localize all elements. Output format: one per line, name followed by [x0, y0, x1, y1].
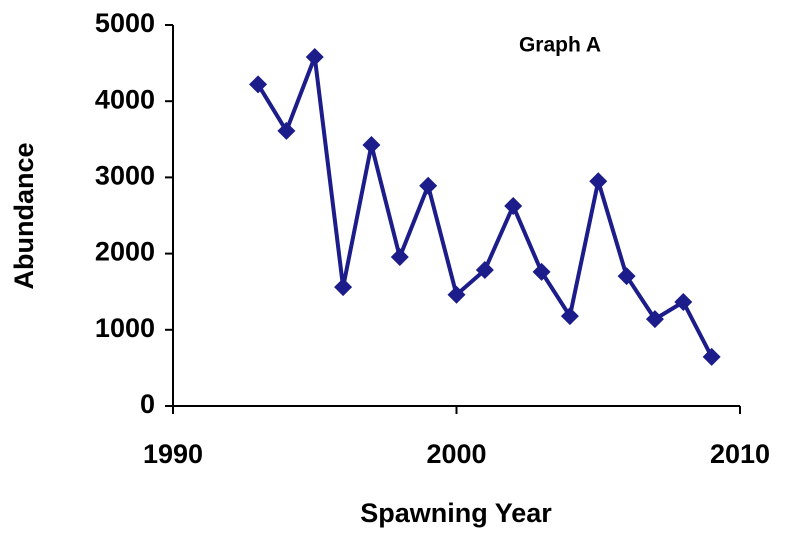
marker: [532, 262, 551, 281]
marker: [617, 267, 636, 286]
marker: [419, 176, 438, 195]
marker: [447, 285, 466, 304]
y-tick-label: 4000: [95, 84, 155, 114]
y-tick-label: 2000: [95, 237, 155, 267]
marker: [249, 75, 268, 94]
x-tick-label: 2010: [710, 439, 770, 469]
x-tick-label: 2000: [426, 439, 486, 469]
marker: [390, 248, 409, 267]
marker: [475, 260, 494, 279]
line: [256, 55, 714, 358]
marker: [674, 292, 693, 311]
y-tick-label: 1000: [95, 313, 155, 343]
marker: [305, 48, 324, 67]
marker: [589, 172, 608, 191]
y-axis-label: Abundance: [9, 142, 39, 289]
x-axis-label: Spawning Year: [360, 498, 552, 528]
marker: [362, 136, 381, 155]
marker: [560, 307, 579, 326]
marker: [504, 196, 523, 215]
marker: [645, 310, 664, 329]
y-tick-label: 0: [140, 389, 155, 419]
y-tick-label: 5000: [95, 8, 155, 38]
chart-title: Graph A: [519, 34, 601, 57]
marker: [277, 121, 296, 140]
x-tick-label: 1990: [143, 439, 203, 469]
marker: [334, 278, 353, 297]
y-tick-label: 3000: [95, 161, 155, 191]
marker: [702, 347, 721, 366]
